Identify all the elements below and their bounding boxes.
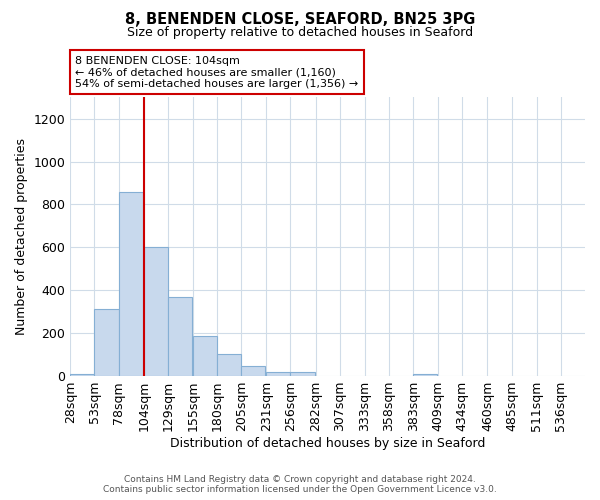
Bar	[119, 192, 143, 376]
Text: Contains HM Land Registry data © Crown copyright and database right 2024.
Contai: Contains HM Land Registry data © Crown c…	[103, 474, 497, 494]
Bar	[94, 308, 119, 376]
Bar	[168, 296, 192, 376]
X-axis label: Distribution of detached houses by size in Seaford: Distribution of detached houses by size …	[170, 437, 485, 450]
Text: 8, BENENDEN CLOSE, SEAFORD, BN25 3PG: 8, BENENDEN CLOSE, SEAFORD, BN25 3PG	[125, 12, 475, 28]
Bar	[290, 372, 314, 376]
Bar	[193, 336, 217, 376]
Bar	[266, 372, 290, 376]
Text: 8 BENENDEN CLOSE: 104sqm
← 46% of detached houses are smaller (1,160)
54% of sem: 8 BENENDEN CLOSE: 104sqm ← 46% of detach…	[76, 56, 359, 89]
Bar	[241, 366, 265, 376]
Bar	[70, 374, 94, 376]
Text: Size of property relative to detached houses in Seaford: Size of property relative to detached ho…	[127, 26, 473, 39]
Bar	[413, 374, 437, 376]
Bar	[143, 248, 168, 376]
Y-axis label: Number of detached properties: Number of detached properties	[15, 138, 28, 335]
Bar	[217, 354, 241, 376]
